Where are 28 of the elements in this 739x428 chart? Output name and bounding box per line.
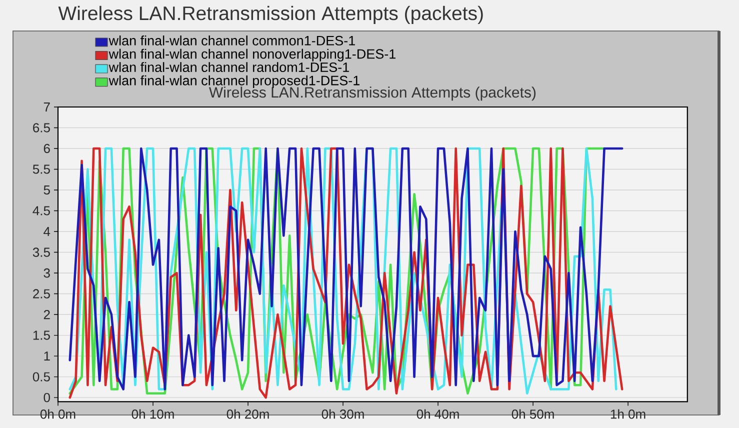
chart-title: Wireless LAN.Retransmission Attempts (packets) — [58, 6, 483, 24]
y-tick-label: 2.5 — [33, 289, 50, 298]
y-tick-label: 3 — [44, 268, 50, 278]
y-tick-label: 2 — [44, 310, 50, 320]
legend-label: wlan final-wlan channel nonoverlapping1-DES-1 — [108, 48, 396, 62]
y-tick-label: 0 — [44, 392, 50, 402]
legend-label: wlan final-wlan channel random1-DES-1 — [108, 62, 349, 72]
y-tick-label: 1 — [44, 352, 50, 361]
x-tick-label: 0h 20m — [226, 409, 269, 419]
y-tick-label: 4.5 — [32, 206, 50, 216]
y-tick-label: 6.5 — [33, 123, 50, 132]
y-tick-label: 0.5 — [32, 372, 50, 382]
y-tick-label: 1.5 — [33, 330, 50, 340]
chart-subtitle: Wireless LAN.Retransmission Attempts (packets) — [208, 86, 536, 101]
y-tick-label: 3.5 — [32, 248, 50, 257]
x-tick-label: 0h 0m — [40, 409, 76, 419]
y-tick-label: 7 — [44, 102, 50, 112]
x-tick-label: 1h 0m — [610, 409, 646, 419]
legend-label: wlan final-wlan channel common1-DES-1 — [108, 36, 355, 46]
legend-label: wlan final-wlan channel proposed1-DES-1 — [108, 75, 360, 88]
x-tick-label: 0h 40m — [416, 409, 459, 419]
x-tick-label: 0h 10m — [132, 409, 174, 419]
y-tick-label: 5 — [44, 185, 50, 195]
y-tick-label: 4 — [44, 227, 50, 236]
y-tick-label: 5.5 — [32, 164, 50, 174]
x-tick-label: 0h 30m — [322, 409, 364, 419]
x-tick-label: 0h 50m — [512, 409, 554, 419]
y-tick-label: 6 — [44, 144, 50, 154]
